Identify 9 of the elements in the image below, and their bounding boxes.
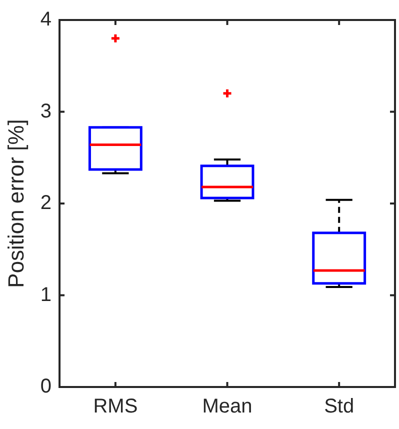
y-tick-label: 0	[40, 376, 52, 398]
x-tick-label: Mean	[202, 396, 252, 418]
y-tick-label: 4	[40, 8, 52, 31]
x-tick-label: RMS	[93, 396, 138, 418]
y-tick-label: 3	[40, 100, 52, 122]
y-axis-title: Position error [%]	[3, 119, 28, 288]
x-tick-label: Std	[324, 396, 354, 418]
y-tick-label: 1	[40, 284, 52, 306]
y-tick-label: 2	[40, 192, 52, 214]
